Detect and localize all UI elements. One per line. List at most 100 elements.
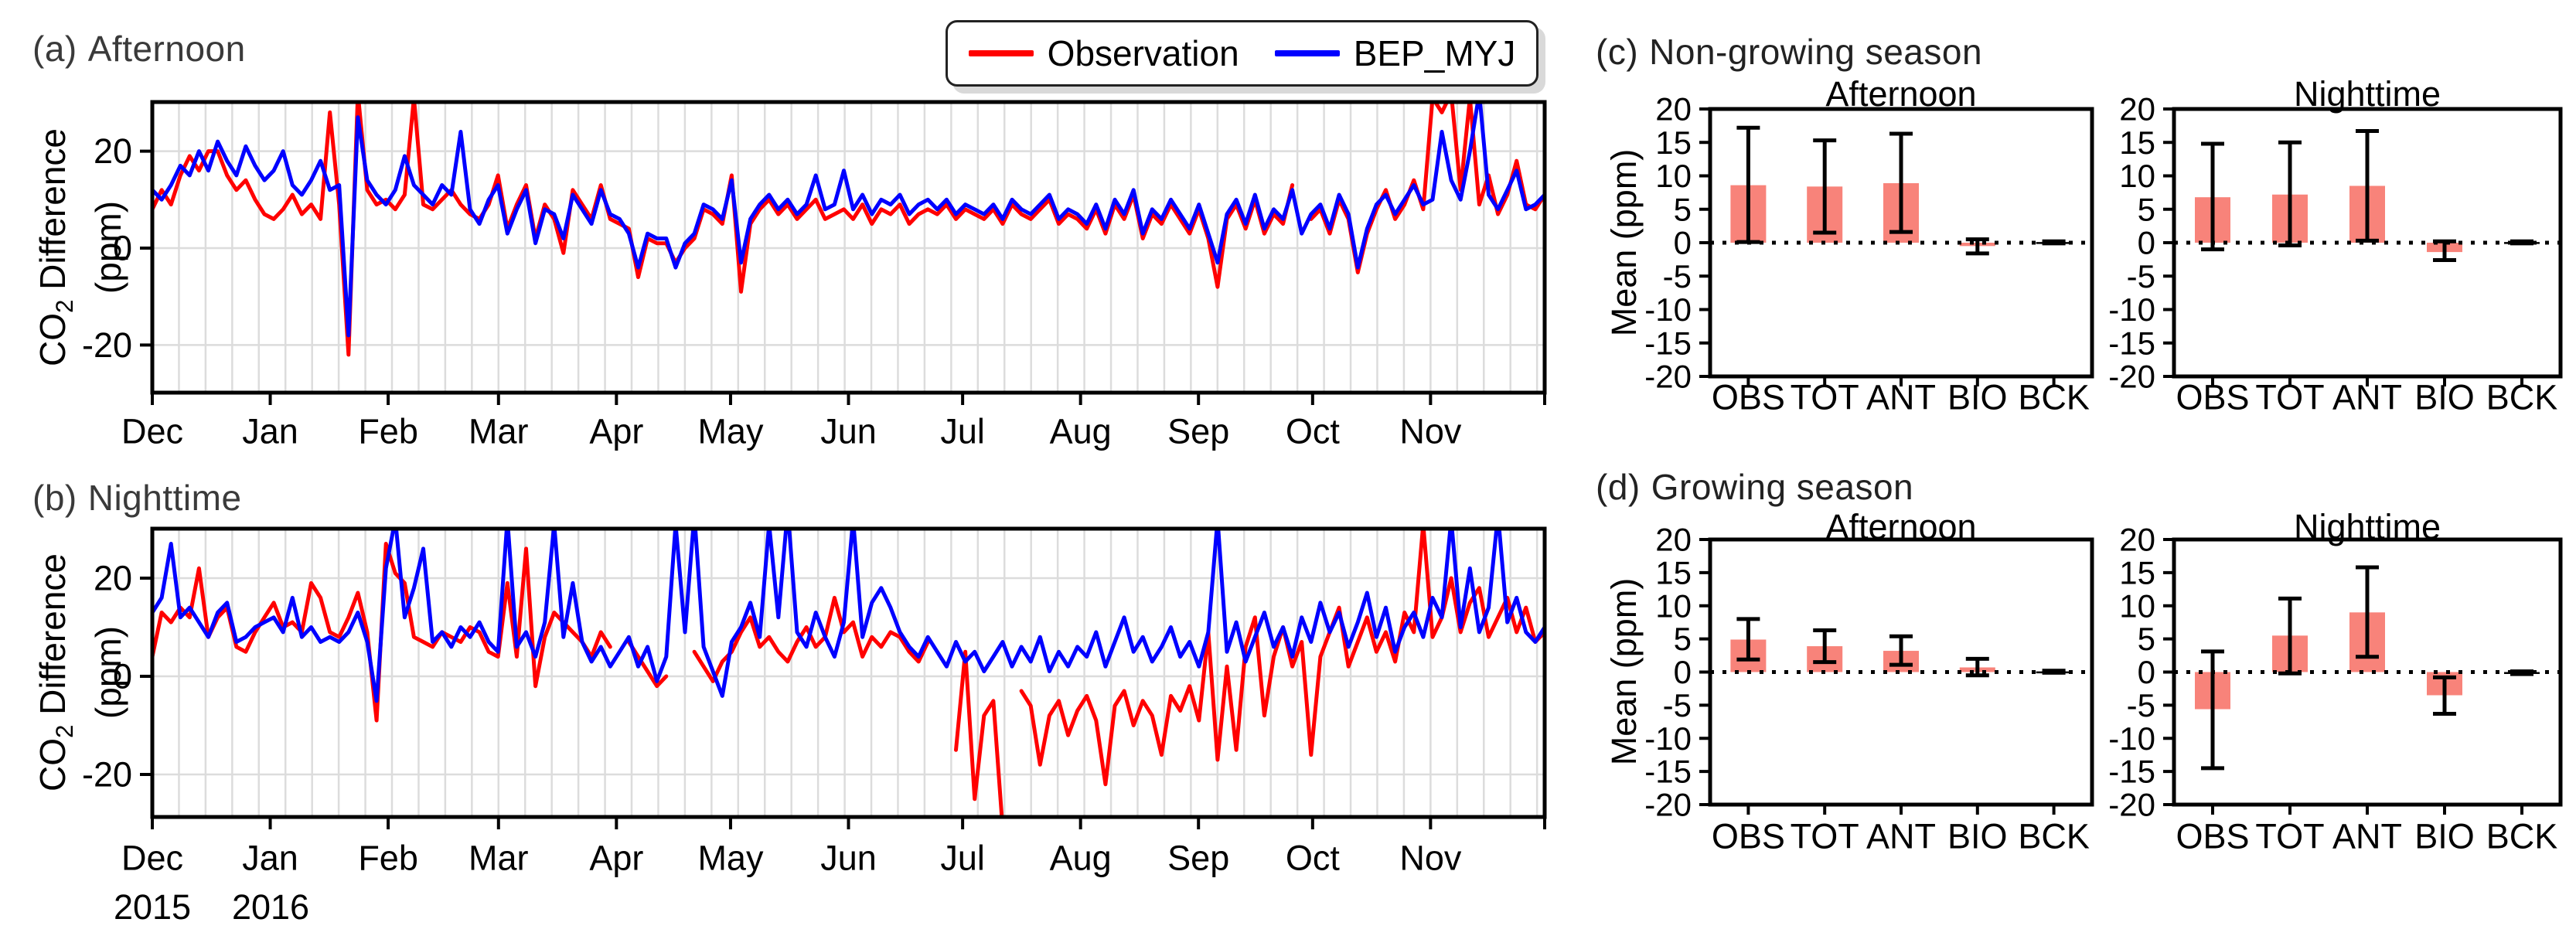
year-label-2016: 2016 bbox=[231, 887, 310, 927]
category-tick-label: TOT bbox=[1791, 378, 1859, 417]
panel-d-title: (d) Growing season bbox=[1596, 466, 1913, 508]
month-tick-label: Jan bbox=[242, 412, 298, 451]
month-tick-label: Dec bbox=[121, 412, 183, 451]
y-tick-label: -5 bbox=[2127, 258, 2155, 294]
y-tick-label: 0 bbox=[1674, 654, 1692, 690]
legend-item-observation: Observation bbox=[968, 32, 1239, 74]
panel-d-title-text: Growing season bbox=[1651, 467, 1914, 507]
legend-bep-myj-label: BEP_MYJ bbox=[1353, 33, 1516, 73]
panel-d-ylabel: Mean (ppm) bbox=[1604, 577, 1644, 766]
month-tick-label: Oct bbox=[1286, 412, 1341, 451]
panel-a-label: (a) bbox=[32, 29, 77, 69]
panel-b-ylabel: CO2 Difference (ppm) bbox=[32, 553, 129, 791]
legend-observation-label: Observation bbox=[1047, 33, 1239, 73]
subplot-title-c-afternoon: Afternoon bbox=[1825, 74, 1977, 114]
bep-myj-line-swatch bbox=[1274, 50, 1340, 56]
category-tick-label: BIO bbox=[1947, 378, 2008, 417]
panel-b-title: (b) Nighttime bbox=[32, 477, 242, 519]
category-tick-label: TOT bbox=[1791, 817, 1859, 856]
y-tick-label: 0 bbox=[2138, 654, 2155, 690]
category-tick-label: BIO bbox=[2414, 378, 2475, 417]
panel-c-label: (c) bbox=[1596, 32, 1639, 72]
bep-myj-line bbox=[152, 529, 1545, 703]
month-tick-label: Mar bbox=[469, 412, 529, 451]
category-tick-label: BIO bbox=[2414, 817, 2475, 856]
category-tick-label: OBS bbox=[2176, 817, 2249, 856]
y-tick-label: 0 bbox=[2138, 225, 2155, 261]
y-tick-label: -10 bbox=[2108, 291, 2155, 328]
panel-d-label: (d) bbox=[1596, 467, 1641, 507]
panel-a-title-text: Afternoon bbox=[87, 29, 246, 69]
y-tick-label: -10 bbox=[1644, 720, 1692, 757]
y-tick-label: 10 bbox=[2119, 587, 2155, 624]
y-tick-label: -15 bbox=[1644, 325, 1692, 361]
legend: Observation BEP_MYJ bbox=[946, 20, 1538, 87]
month-tick-label: Feb bbox=[358, 839, 418, 878]
month-tick-label: Jun bbox=[820, 839, 877, 878]
month-tick-label: Apr bbox=[589, 839, 643, 878]
y-tick-label: -5 bbox=[1663, 258, 1692, 294]
y-tick-label: -15 bbox=[2108, 325, 2155, 361]
month-tick-label: Apr bbox=[589, 412, 643, 451]
category-tick-label: BCK bbox=[2486, 817, 2558, 856]
bep-myj-line bbox=[152, 102, 1545, 338]
month-tick-label: May bbox=[697, 412, 764, 451]
y-tick-label: -20 bbox=[82, 755, 132, 795]
y-tick-label: 15 bbox=[2119, 124, 2155, 161]
y-tick-label: 20 bbox=[94, 131, 132, 171]
category-tick-label: BCK bbox=[2018, 378, 2090, 417]
y-tick-label: 10 bbox=[1655, 587, 1692, 624]
y-tick-label: -5 bbox=[1663, 687, 1692, 723]
year-label-2015: 2015 bbox=[113, 887, 192, 927]
month-tick-label: May bbox=[697, 839, 764, 878]
category-tick-label: BCK bbox=[2486, 378, 2558, 417]
category-tick-label: BIO bbox=[1947, 817, 2008, 856]
y-tick-label: 20 bbox=[1655, 522, 1692, 558]
y-tick-label: -10 bbox=[1644, 291, 1692, 328]
legend-item-bep-myj: BEP_MYJ bbox=[1274, 32, 1516, 74]
category-tick-label: TOT bbox=[2255, 817, 2324, 856]
month-tick-label: Aug bbox=[1050, 839, 1112, 878]
month-tick-label: Aug bbox=[1050, 412, 1112, 451]
y-tick-label: -10 bbox=[2108, 720, 2155, 757]
panel-c-title: (c) Non-growing season bbox=[1596, 31, 1982, 73]
y-tick-label: 5 bbox=[1674, 191, 1692, 227]
month-tick-label: Nov bbox=[1399, 412, 1462, 451]
category-tick-label: ANT bbox=[2332, 378, 2402, 417]
month-tick-label: Sep bbox=[1167, 412, 1229, 451]
category-tick-label: ANT bbox=[2332, 817, 2402, 856]
y-tick-label: -20 bbox=[2108, 787, 2155, 823]
category-tick-label: OBS bbox=[1712, 817, 1785, 856]
month-tick-label: Feb bbox=[358, 412, 418, 451]
y-tick-label: 0 bbox=[113, 229, 132, 268]
panel-c-ylabel: Mean (ppm) bbox=[1604, 148, 1644, 337]
month-tick-label: Jan bbox=[242, 839, 298, 878]
y-tick-label: 20 bbox=[1655, 91, 1692, 128]
subplot-title-d-nighttime: Nighttime bbox=[2293, 507, 2441, 546]
month-tick-label: Jul bbox=[940, 839, 985, 878]
panel-c-title-text: Non-growing season bbox=[1649, 32, 1983, 72]
y-tick-label: 15 bbox=[1655, 124, 1692, 161]
panel-a-ylabel: CO2 Difference (ppm) bbox=[32, 128, 129, 366]
y-tick-label: -20 bbox=[82, 325, 132, 365]
category-tick-label: ANT bbox=[1866, 378, 1936, 417]
y-tick-label: -20 bbox=[2108, 359, 2155, 395]
y-tick-label: 10 bbox=[1655, 158, 1692, 194]
y-tick-label: 5 bbox=[1674, 621, 1692, 657]
subplot-title-d-afternoon: Afternoon bbox=[1825, 507, 1977, 546]
month-tick-label: Nov bbox=[1399, 839, 1462, 878]
y-tick-label: -15 bbox=[1644, 754, 1692, 790]
y-tick-label: 0 bbox=[1674, 225, 1692, 261]
y-tick-label: 20 bbox=[2119, 91, 2155, 128]
observation-line-swatch bbox=[968, 50, 1034, 56]
month-tick-label: Mar bbox=[469, 839, 529, 878]
y-tick-label: 5 bbox=[2138, 191, 2155, 227]
y-tick-label: -15 bbox=[2108, 754, 2155, 790]
month-tick-label: Jun bbox=[820, 412, 877, 451]
month-tick-label: Sep bbox=[1167, 839, 1229, 878]
panel-b-label: (b) bbox=[32, 478, 77, 518]
category-tick-label: BCK bbox=[2018, 817, 2090, 856]
category-tick-label: OBS bbox=[1712, 378, 1785, 417]
category-tick-label: ANT bbox=[1866, 817, 1936, 856]
